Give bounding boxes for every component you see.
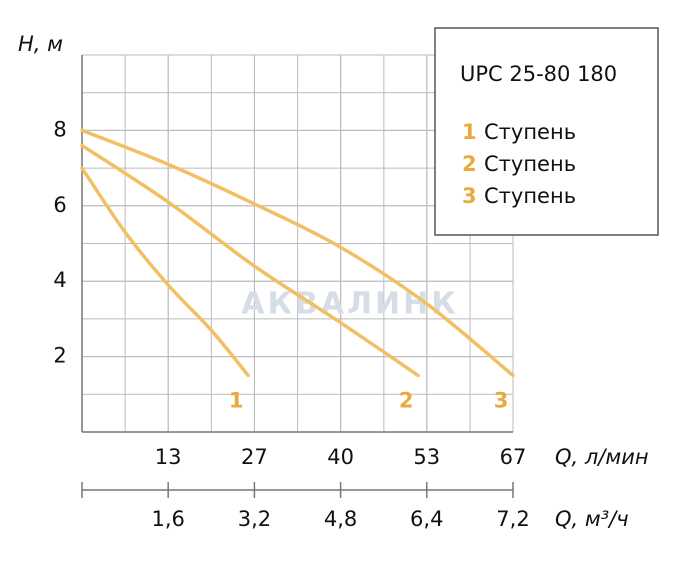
x-tick-label: 67 bbox=[500, 445, 527, 469]
legend-number: 3 bbox=[462, 184, 477, 208]
x-tick-label: 27 bbox=[241, 445, 268, 469]
legend-number: 2 bbox=[462, 152, 477, 176]
x2-axis-label: Q, м³/ч bbox=[555, 507, 629, 531]
x2-tick-label: 6,4 bbox=[410, 507, 443, 531]
x-tick-label: 40 bbox=[327, 445, 354, 469]
curve-label: 2 bbox=[399, 388, 414, 412]
legend-label: Ступень bbox=[484, 152, 576, 176]
x-axis-label: Q, л/мин bbox=[555, 445, 649, 469]
x2-tick-label: 1,6 bbox=[151, 507, 184, 531]
curve-label: 1 bbox=[229, 388, 244, 412]
legend-label: Ступень bbox=[484, 184, 576, 208]
curve-label: 3 bbox=[494, 388, 509, 412]
y-tick-label: 4 bbox=[53, 268, 66, 292]
curve bbox=[80, 166, 250, 378]
x2-tick-label: 4,8 bbox=[324, 507, 357, 531]
x2-tick-label: 7,2 bbox=[496, 507, 529, 531]
legend-box bbox=[434, 27, 659, 236]
y-tick-label: 6 bbox=[53, 193, 66, 217]
chart-title: UPC 25-80 180 bbox=[460, 62, 617, 86]
x2-tick-label: 3,2 bbox=[238, 507, 271, 531]
y-axis-label: H, м bbox=[18, 32, 63, 56]
y-tick-label: 2 bbox=[53, 344, 66, 368]
legend-number: 1 bbox=[462, 120, 477, 144]
curve bbox=[80, 143, 420, 378]
x-tick-label: 53 bbox=[413, 445, 440, 469]
y-tick-label: 8 bbox=[53, 117, 66, 141]
curve bbox=[80, 128, 515, 378]
watermark: АКВАЛИНК bbox=[241, 287, 458, 322]
x-tick-label: 13 bbox=[155, 445, 182, 469]
legend-label: Ступень bbox=[484, 120, 576, 144]
